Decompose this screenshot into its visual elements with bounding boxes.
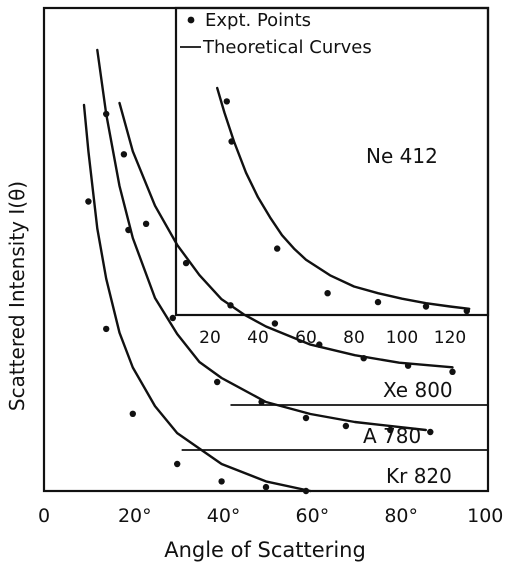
series-curve: [96, 48, 427, 432]
inset-data-point: [223, 98, 230, 105]
series-label-xe: Xe 800: [383, 378, 453, 402]
main-x-tick-label: 100°: [467, 505, 505, 527]
inset-x-tick-label: 120: [434, 328, 466, 348]
data-point: [449, 368, 456, 375]
data-point: [174, 460, 181, 468]
data-point: [218, 478, 225, 485]
y-axis-label: Scattered Intensity I(θ): [5, 181, 29, 411]
data-point: [360, 355, 367, 362]
data-point: [85, 198, 92, 205]
inset-data-point: [274, 245, 281, 252]
data-point: [316, 341, 323, 348]
main-x-tick-label: 0: [38, 505, 50, 527]
inset-x-tick-label: 60: [295, 328, 317, 348]
inset-data-point: [228, 138, 235, 145]
data-point: [262, 483, 270, 491]
data-point: [125, 226, 132, 234]
inset-data-point: [374, 298, 382, 306]
legend-curve-label: Theoretical Curves: [202, 37, 372, 58]
data-point: [103, 110, 110, 118]
data-point: [214, 378, 221, 386]
data-point: [120, 151, 128, 158]
data-point: [142, 220, 150, 227]
inset-x-tick-label: 20: [199, 328, 221, 348]
inset-series-group: [216, 86, 471, 315]
inset-x-tick-label: 40: [247, 328, 269, 348]
main-x-ticks: 0 20° 40° 60° 80° 100°: [38, 505, 505, 527]
data-point: [427, 428, 434, 436]
series-label-kr: Kr 820: [386, 464, 452, 488]
data-point: [182, 259, 190, 267]
inset-data-point: [463, 307, 470, 315]
inset-x-tick-label: 80: [343, 328, 365, 348]
data-point: [227, 302, 234, 309]
data-point: [129, 410, 136, 417]
series-label-a: A 780: [363, 424, 421, 448]
inset-axes-frame: [174, 6, 490, 317]
main-x-tick-label: 60°: [296, 505, 330, 527]
data-point: [342, 422, 350, 430]
inset-x-tick-label: 100: [386, 328, 418, 348]
main-series-group: [82, 48, 488, 495]
x-axis-label: Angle of Scattering: [164, 538, 366, 562]
data-point: [169, 314, 176, 322]
inset-x-ticks: 20 40 60 80 100 120: [199, 328, 466, 348]
inset-data-point: [422, 303, 430, 310]
legend-point-marker: [187, 16, 195, 24]
inset-series-curve: [216, 86, 471, 310]
inset-data-point: [324, 290, 331, 297]
data-point: [404, 362, 412, 369]
inset-annotation: Ne 412: [366, 144, 438, 168]
main-x-tick-label: 20°: [118, 505, 152, 527]
main-x-tick-label: 80°: [384, 505, 418, 527]
main-axes-frame: [42, 6, 490, 493]
series-curve: [82, 103, 312, 493]
data-point: [302, 414, 310, 422]
data-point: [387, 426, 394, 434]
data-point: [302, 487, 310, 495]
main-x-tick-label: 40°: [207, 505, 241, 527]
data-point: [258, 398, 265, 406]
data-point: [103, 325, 110, 333]
legend-points-label: Expt. Points: [205, 10, 311, 31]
data-point: [271, 320, 279, 327]
